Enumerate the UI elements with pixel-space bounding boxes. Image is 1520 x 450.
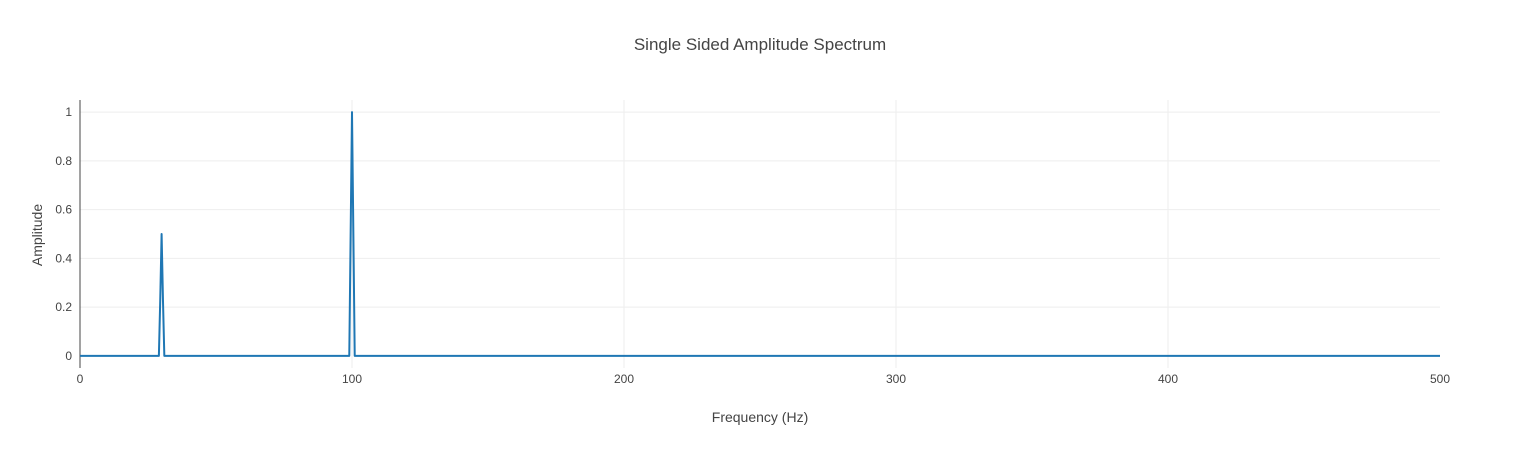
y-tick-label: 1 — [65, 105, 72, 119]
tick-labels: 0 0.2 0.4 0.6 0.8 1 0 100 200 300 400 500 — [55, 105, 1450, 386]
x-tick-label: 400 — [1158, 372, 1178, 386]
y-tick-label: 0.6 — [55, 203, 72, 217]
chart-title: Single Sided Amplitude Spectrum — [634, 35, 886, 54]
y-tick-label: 0.4 — [55, 251, 72, 265]
x-axis-title: Frequency (Hz) — [712, 409, 808, 425]
series-layer — [80, 111, 1440, 357]
x-tick-label: 0 — [77, 372, 84, 386]
grid-layer — [80, 100, 1440, 368]
series-line — [80, 111, 1440, 357]
y-axis-title: Amplitude — [29, 204, 45, 266]
y-tick-label: 0.8 — [55, 154, 72, 168]
y-tick-label: 0.2 — [55, 300, 72, 314]
x-tick-label: 300 — [886, 372, 906, 386]
y-tick-label: 0 — [65, 349, 72, 363]
x-tick-label: 500 — [1430, 372, 1450, 386]
x-tick-label: 200 — [614, 372, 634, 386]
x-tick-label: 100 — [342, 372, 362, 386]
